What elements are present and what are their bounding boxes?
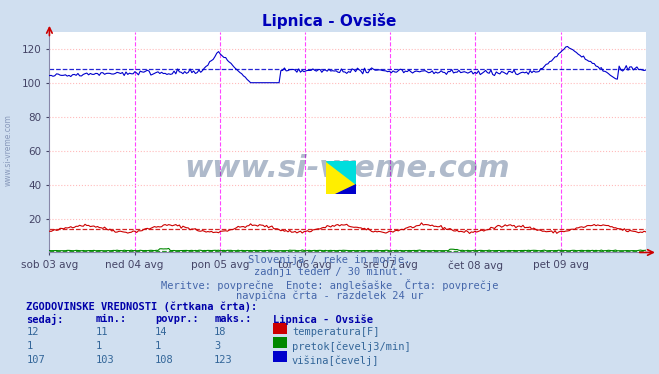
Text: Lipnica - Ovsiše: Lipnica - Ovsiše (273, 314, 374, 325)
Polygon shape (335, 184, 356, 194)
Text: 14: 14 (155, 327, 167, 337)
Text: Slovenija / reke in morje.: Slovenija / reke in morje. (248, 255, 411, 265)
Text: 123: 123 (214, 355, 233, 365)
Text: min.:: min.: (96, 314, 127, 324)
Text: temperatura[F]: temperatura[F] (292, 327, 380, 337)
Text: navpična črta - razdelek 24 ur: navpična črta - razdelek 24 ur (236, 291, 423, 301)
Text: 108: 108 (155, 355, 173, 365)
Text: 3: 3 (214, 341, 220, 351)
Text: www.si-vreme.com: www.si-vreme.com (185, 154, 511, 183)
Text: 12: 12 (26, 327, 39, 337)
Text: Meritve: povprečne  Enote: anglešaške  Črta: povprečje: Meritve: povprečne Enote: anglešaške Črt… (161, 279, 498, 291)
Text: 103: 103 (96, 355, 114, 365)
Text: 1: 1 (26, 341, 32, 351)
Text: 107: 107 (26, 355, 45, 365)
Text: povpr.:: povpr.: (155, 314, 198, 324)
Text: 11: 11 (96, 327, 108, 337)
Text: 18: 18 (214, 327, 227, 337)
Text: 1: 1 (155, 341, 161, 351)
Text: 1: 1 (96, 341, 101, 351)
Text: višina[čevelj]: višina[čevelj] (292, 355, 380, 366)
Text: ZGODOVINSKE VREDNOSTI (črtkana črta):: ZGODOVINSKE VREDNOSTI (črtkana črta): (26, 301, 258, 312)
Text: Lipnica - Ovsiše: Lipnica - Ovsiše (262, 13, 397, 29)
Text: zadnji teden / 30 minut.: zadnji teden / 30 minut. (254, 267, 405, 278)
Text: maks.:: maks.: (214, 314, 252, 324)
Polygon shape (326, 161, 356, 184)
Text: sedaj:: sedaj: (26, 314, 64, 325)
Text: pretok[čevelj3/min]: pretok[čevelj3/min] (292, 341, 411, 352)
Text: www.si-vreme.com: www.si-vreme.com (3, 114, 13, 186)
